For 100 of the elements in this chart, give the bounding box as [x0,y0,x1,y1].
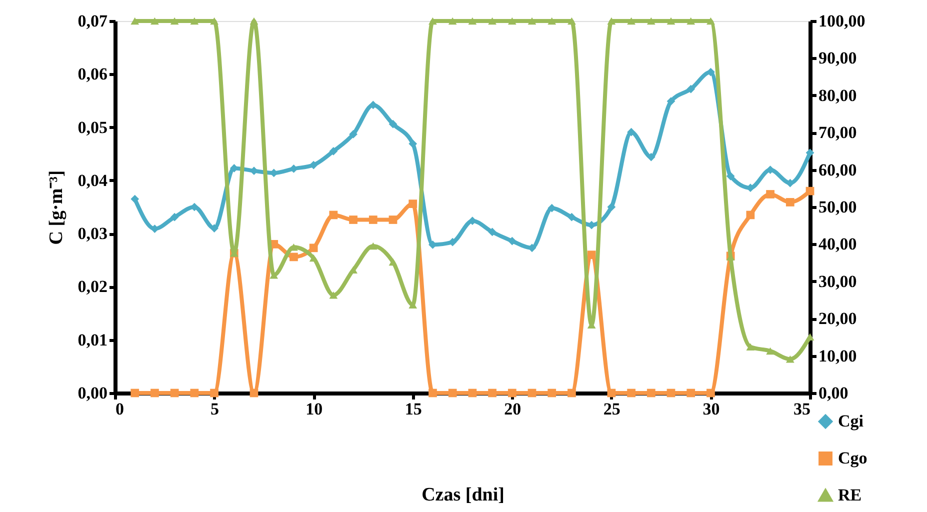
y2-tick-label: 40,00 [818,234,857,254]
legend-label: Cgo [838,448,868,468]
point [210,17,218,25]
point [130,194,140,204]
point [726,172,735,180]
point [309,244,318,252]
point [646,17,656,25]
point [568,388,576,398]
point [607,202,616,212]
point [408,200,418,208]
point [329,292,338,299]
point [210,388,218,398]
point [290,252,298,262]
y2-tick-label: 50,00 [818,198,857,216]
y2-tick-label: 10,00 [818,346,857,366]
point [250,17,258,25]
point [548,388,556,398]
point [428,17,437,25]
x-axis-title: Czas [dni] [422,484,504,506]
point [349,216,358,224]
x-tick-label: 25 [603,400,620,418]
y-tick-label: 0,07 [78,12,108,30]
point [766,347,774,355]
x-tick-label: 15 [404,400,422,418]
point [488,228,496,236]
point [766,166,774,174]
point [508,236,516,246]
point [528,388,536,398]
point [766,190,774,198]
point [368,242,378,250]
legend-label: RE [838,486,862,504]
point [368,100,378,110]
point [627,128,636,136]
point [686,84,696,94]
point [448,388,457,398]
point [190,388,199,398]
point [646,388,656,398]
point [746,343,755,350]
point [468,388,477,398]
point [170,17,179,25]
point [150,388,159,398]
x-tick-label: 10 [306,400,323,418]
point [250,388,258,398]
point [528,17,536,25]
point [190,17,199,25]
point [388,216,398,224]
point [806,186,814,196]
y2-tick-label: 80,00 [818,86,857,105]
y-tick-label: 0,05 [78,118,108,137]
x-tick-label: 30 [702,400,720,418]
point [786,198,794,206]
point [607,388,616,398]
point [627,17,636,25]
point [170,212,179,222]
point [706,68,715,76]
point [329,147,338,156]
point [329,210,338,220]
y-tick-label: 0,01 [78,330,108,350]
y-axis-title: C [g·m⁻³] [46,170,67,245]
legend-label: Cgi [838,412,864,430]
point [786,356,794,363]
x-tick-label: 20 [504,400,522,418]
point [488,388,496,398]
point [210,224,218,232]
point [170,388,179,398]
point [388,258,398,266]
point [448,17,457,25]
y2-tick-label: 20,00 [818,309,857,328]
y-tick-label: 0,04 [78,170,108,190]
point [488,17,496,25]
point [130,17,140,25]
x-tick-label: 5 [210,400,220,418]
point [130,388,140,398]
point [806,148,814,157]
point [587,250,596,260]
point [150,17,159,25]
point [746,210,755,220]
y-tick-label: 0,03 [78,224,108,244]
x-tick-label: 0 [116,400,124,418]
point [666,97,676,106]
point [686,388,696,398]
point [607,17,616,25]
point [568,212,576,222]
y-tick-label: 0,06 [78,64,108,84]
point [646,152,656,162]
y2-tick-label: 90,00 [818,48,857,68]
y2-tick-label: 100,00 [818,12,866,30]
y-tick-label: 0,00 [78,384,108,402]
y2-tick-label: 30,00 [818,272,857,291]
point [548,17,556,25]
point [368,216,378,224]
point [468,17,477,25]
point [627,388,636,398]
point [666,388,676,398]
point [508,388,516,398]
y2-tick-label: 70,00 [818,123,857,142]
point [428,388,437,398]
point [686,17,696,25]
x-tick-label: 35 [794,400,810,418]
point [706,17,715,25]
